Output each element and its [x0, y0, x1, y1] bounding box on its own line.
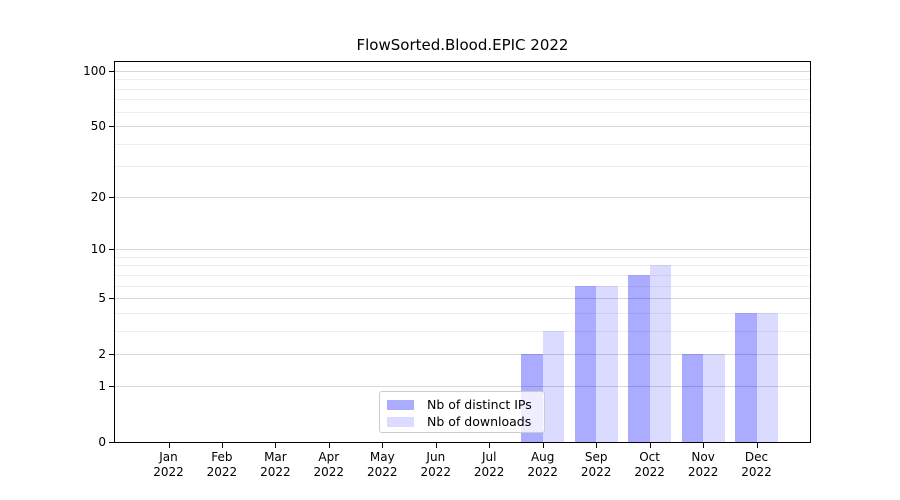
x-tick-label: Sep 2022 — [580, 450, 612, 479]
y-tick — [109, 386, 114, 388]
x-tick — [328, 443, 330, 448]
y-tick-label: 10 — [90, 242, 106, 257]
bar-downloads-oct — [649, 265, 672, 442]
legend-item-distinct-ips: Nb of distinct IPs — [387, 396, 544, 413]
y-tick-label: 1 — [98, 379, 106, 394]
legend: Nb of distinct IPs Nb of downloads — [379, 391, 545, 433]
legend-item-downloads: Nb of downloads — [387, 413, 544, 430]
x-tick — [221, 443, 223, 448]
x-tick-label: Jul 2022 — [473, 450, 505, 479]
y-tick-label: 0 — [98, 435, 106, 449]
x-tick — [596, 443, 598, 448]
x-tick-label: Aug 2022 — [527, 450, 558, 479]
y-tick — [109, 71, 114, 72]
gridline-minor — [115, 143, 810, 145]
gridline-minor — [115, 265, 810, 267]
plot-area — [114, 61, 811, 443]
x-tick-label: May 2022 — [367, 450, 398, 479]
y-tick-label: 50 — [90, 118, 106, 133]
y-tick — [109, 125, 114, 127]
gridline-minor — [115, 111, 810, 113]
bar-distinct-ips-dec — [735, 312, 757, 442]
gridline-major — [115, 125, 810, 127]
y-tick-label: 2 — [98, 346, 106, 361]
y-tick-label: 20 — [90, 190, 106, 205]
gridline-major — [115, 353, 810, 355]
x-tick — [382, 443, 384, 448]
x-tick — [435, 443, 437, 448]
gridline-minor — [115, 330, 810, 332]
bar-downloads-aug — [542, 330, 565, 442]
bar-distinct-ips-sep — [574, 285, 597, 442]
gridline-major — [115, 249, 810, 251]
y-tick — [109, 197, 114, 199]
bar-downloads-nov — [703, 353, 725, 442]
x-tick-label: Jun 2022 — [420, 450, 452, 479]
x-tick-label: Dec 2022 — [741, 450, 772, 479]
bar-downloads-dec — [756, 312, 778, 442]
gridline-major — [115, 298, 810, 299]
x-tick — [542, 443, 544, 448]
legend-label-distinct-ips: Nb of distinct IPs — [427, 397, 532, 412]
x-tick — [649, 443, 651, 448]
gridline-minor — [115, 285, 810, 287]
legend-label-downloads: Nb of downloads — [427, 414, 532, 429]
bar-downloads-sep — [596, 285, 618, 442]
gridline-major — [115, 386, 810, 388]
gridline-minor — [115, 274, 810, 276]
legend-swatch-downloads — [387, 416, 414, 427]
x-tick — [703, 443, 705, 448]
gridline-minor — [115, 166, 810, 167]
x-tick — [489, 443, 491, 448]
chart-title: FlowSorted.Blood.EPIC 2022 — [356, 36, 569, 54]
y-tick-label: 5 — [98, 291, 106, 305]
x-tick-label: Apr 2022 — [313, 450, 345, 479]
x-tick — [168, 443, 170, 448]
y-tick — [109, 298, 114, 299]
gridline-minor — [115, 312, 810, 314]
y-tick-label: 100 — [83, 64, 106, 78]
x-tick-label: Jan 2022 — [153, 450, 184, 479]
gridline-major — [115, 71, 810, 72]
x-tick-label: Mar 2022 — [260, 450, 291, 479]
gridline-minor — [115, 256, 810, 258]
gridline-major — [115, 197, 810, 199]
gridline-minor — [115, 99, 810, 101]
bar-distinct-ips-oct — [628, 274, 650, 442]
y-tick — [109, 249, 114, 251]
bar-distinct-ips-nov — [681, 353, 704, 442]
legend-swatch-distinct-ips — [387, 399, 414, 410]
gridline-minor — [115, 88, 810, 90]
x-tick-label: Nov 2022 — [687, 450, 719, 479]
y-tick — [109, 442, 114, 443]
gridline-minor — [115, 79, 810, 81]
x-tick — [756, 443, 758, 448]
y-tick — [109, 353, 114, 355]
x-tick — [275, 443, 277, 448]
x-tick-label: Oct 2022 — [634, 450, 665, 479]
x-tick-label: Feb 2022 — [206, 450, 238, 479]
